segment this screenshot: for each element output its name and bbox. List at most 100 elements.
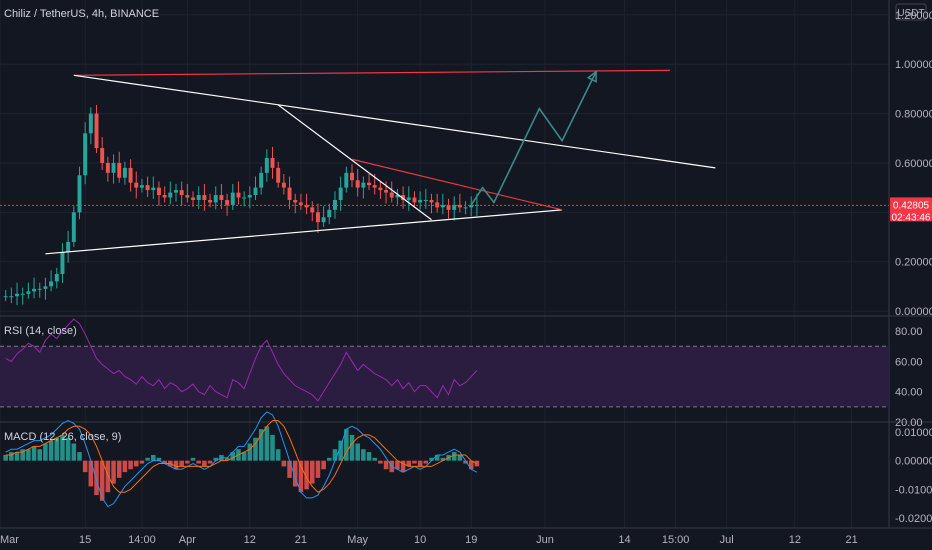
candle-body bbox=[287, 187, 292, 200]
candle-body bbox=[401, 195, 406, 200]
candle-body bbox=[281, 182, 286, 188]
time-axis[interactable]: Mar 15 14:00 Apr 12 21 May 10 19 Jun 14 15:00 Jul 12 2… bbox=[0, 534, 858, 546]
macd-bar bbox=[224, 457, 230, 461]
candle-body bbox=[208, 199, 213, 203]
candle-body bbox=[26, 291, 31, 294]
macd-bar bbox=[65, 437, 71, 461]
candle-body bbox=[423, 199, 428, 201]
trendline[interactable] bbox=[73, 69, 670, 76]
candle-body bbox=[452, 204, 457, 210]
macd-bar bbox=[429, 457, 434, 461]
candle-body bbox=[298, 202, 303, 205]
macd-tick-label: 0.00000 bbox=[895, 456, 932, 468]
macd-bar bbox=[116, 460, 122, 478]
candle-body bbox=[355, 180, 360, 188]
candle-body bbox=[378, 187, 383, 191]
macd-bar bbox=[315, 460, 321, 478]
rsi-band bbox=[0, 346, 889, 407]
macd-bar bbox=[190, 457, 196, 461]
macd-bar bbox=[417, 460, 423, 467]
projection-path[interactable] bbox=[470, 71, 597, 206]
candle-body bbox=[321, 217, 326, 223]
candle-body bbox=[446, 204, 451, 210]
candle-body bbox=[168, 192, 173, 198]
candle-body bbox=[225, 199, 230, 205]
candle-body bbox=[83, 133, 88, 176]
macd-bar bbox=[48, 440, 54, 461]
macd-bar bbox=[258, 429, 264, 461]
macd-bar bbox=[332, 449, 338, 461]
macd-bar bbox=[298, 460, 304, 493]
candle-body bbox=[54, 274, 59, 282]
macd-bar bbox=[338, 440, 343, 461]
macd-bar bbox=[451, 452, 457, 461]
macd-line bbox=[5, 411, 478, 508]
macd-bar bbox=[94, 460, 99, 496]
candle-body bbox=[230, 192, 235, 205]
price-axis[interactable]: 1.200001.000000.800000.600000.400000.200… bbox=[895, 10, 932, 525]
candle-body bbox=[247, 195, 252, 198]
macd-bar bbox=[54, 437, 60, 461]
macd-bar bbox=[281, 460, 287, 467]
macd-bar bbox=[434, 454, 440, 461]
candle-body bbox=[94, 113, 99, 149]
macd-bar bbox=[122, 460, 128, 473]
candle-body bbox=[32, 288, 37, 292]
price-tick-label: 1.00000 bbox=[895, 59, 932, 71]
macd-bar bbox=[99, 460, 105, 501]
candle-body bbox=[463, 207, 468, 209]
candle-body bbox=[162, 195, 167, 198]
candle-body bbox=[384, 190, 389, 193]
macd-bar bbox=[105, 460, 111, 493]
macd-bar bbox=[383, 460, 389, 470]
trendline[interactable] bbox=[351, 158, 563, 211]
macd-bar bbox=[111, 460, 116, 484]
macd-bar bbox=[270, 434, 275, 461]
candle-body bbox=[242, 197, 247, 199]
candle-body bbox=[372, 185, 377, 188]
macd-bar bbox=[14, 452, 20, 461]
candle-body bbox=[202, 195, 207, 200]
currency-badge[interactable] bbox=[895, 3, 927, 21]
macd-bar bbox=[378, 460, 383, 464]
trendline[interactable] bbox=[45, 209, 563, 255]
macd-bar bbox=[71, 443, 77, 461]
candle-body bbox=[60, 251, 65, 275]
candle-body bbox=[3, 296, 8, 298]
candle-body bbox=[259, 172, 264, 188]
candle-body bbox=[412, 197, 417, 203]
candle-body bbox=[469, 204, 474, 208]
macd-bar bbox=[304, 460, 309, 490]
macd-bar bbox=[26, 449, 31, 461]
macd-bar bbox=[31, 446, 37, 461]
trendline-drawings[interactable] bbox=[45, 69, 716, 255]
candle-body bbox=[49, 281, 54, 287]
candle-body bbox=[105, 162, 110, 173]
macd-bar bbox=[145, 457, 150, 461]
trendline[interactable] bbox=[73, 74, 716, 169]
time-tick-label: 10 bbox=[414, 534, 426, 546]
candle-body bbox=[100, 148, 105, 163]
candle-body bbox=[429, 199, 434, 203]
candle-body bbox=[174, 190, 178, 193]
macd-bar bbox=[37, 449, 43, 461]
macd-bar bbox=[355, 443, 360, 461]
trendline[interactable] bbox=[277, 104, 432, 221]
time-tick-label: 21 bbox=[295, 534, 307, 546]
macd-bar bbox=[395, 460, 400, 470]
candle-body bbox=[122, 167, 127, 178]
candle-body bbox=[332, 199, 337, 210]
macd-bar bbox=[179, 460, 184, 467]
candle-body bbox=[196, 195, 201, 200]
currency-label: USDT bbox=[897, 8, 924, 19]
time-tick-label: Mar bbox=[0, 534, 19, 546]
macd-bar bbox=[139, 460, 145, 464]
candle-body bbox=[367, 182, 372, 186]
rsi-tick-label: 60.00 bbox=[895, 356, 923, 368]
macd-bar bbox=[287, 460, 292, 478]
candle-body bbox=[219, 195, 224, 200]
macd-bar bbox=[468, 460, 474, 470]
macd-bar bbox=[253, 437, 258, 461]
candle-body bbox=[293, 199, 298, 203]
